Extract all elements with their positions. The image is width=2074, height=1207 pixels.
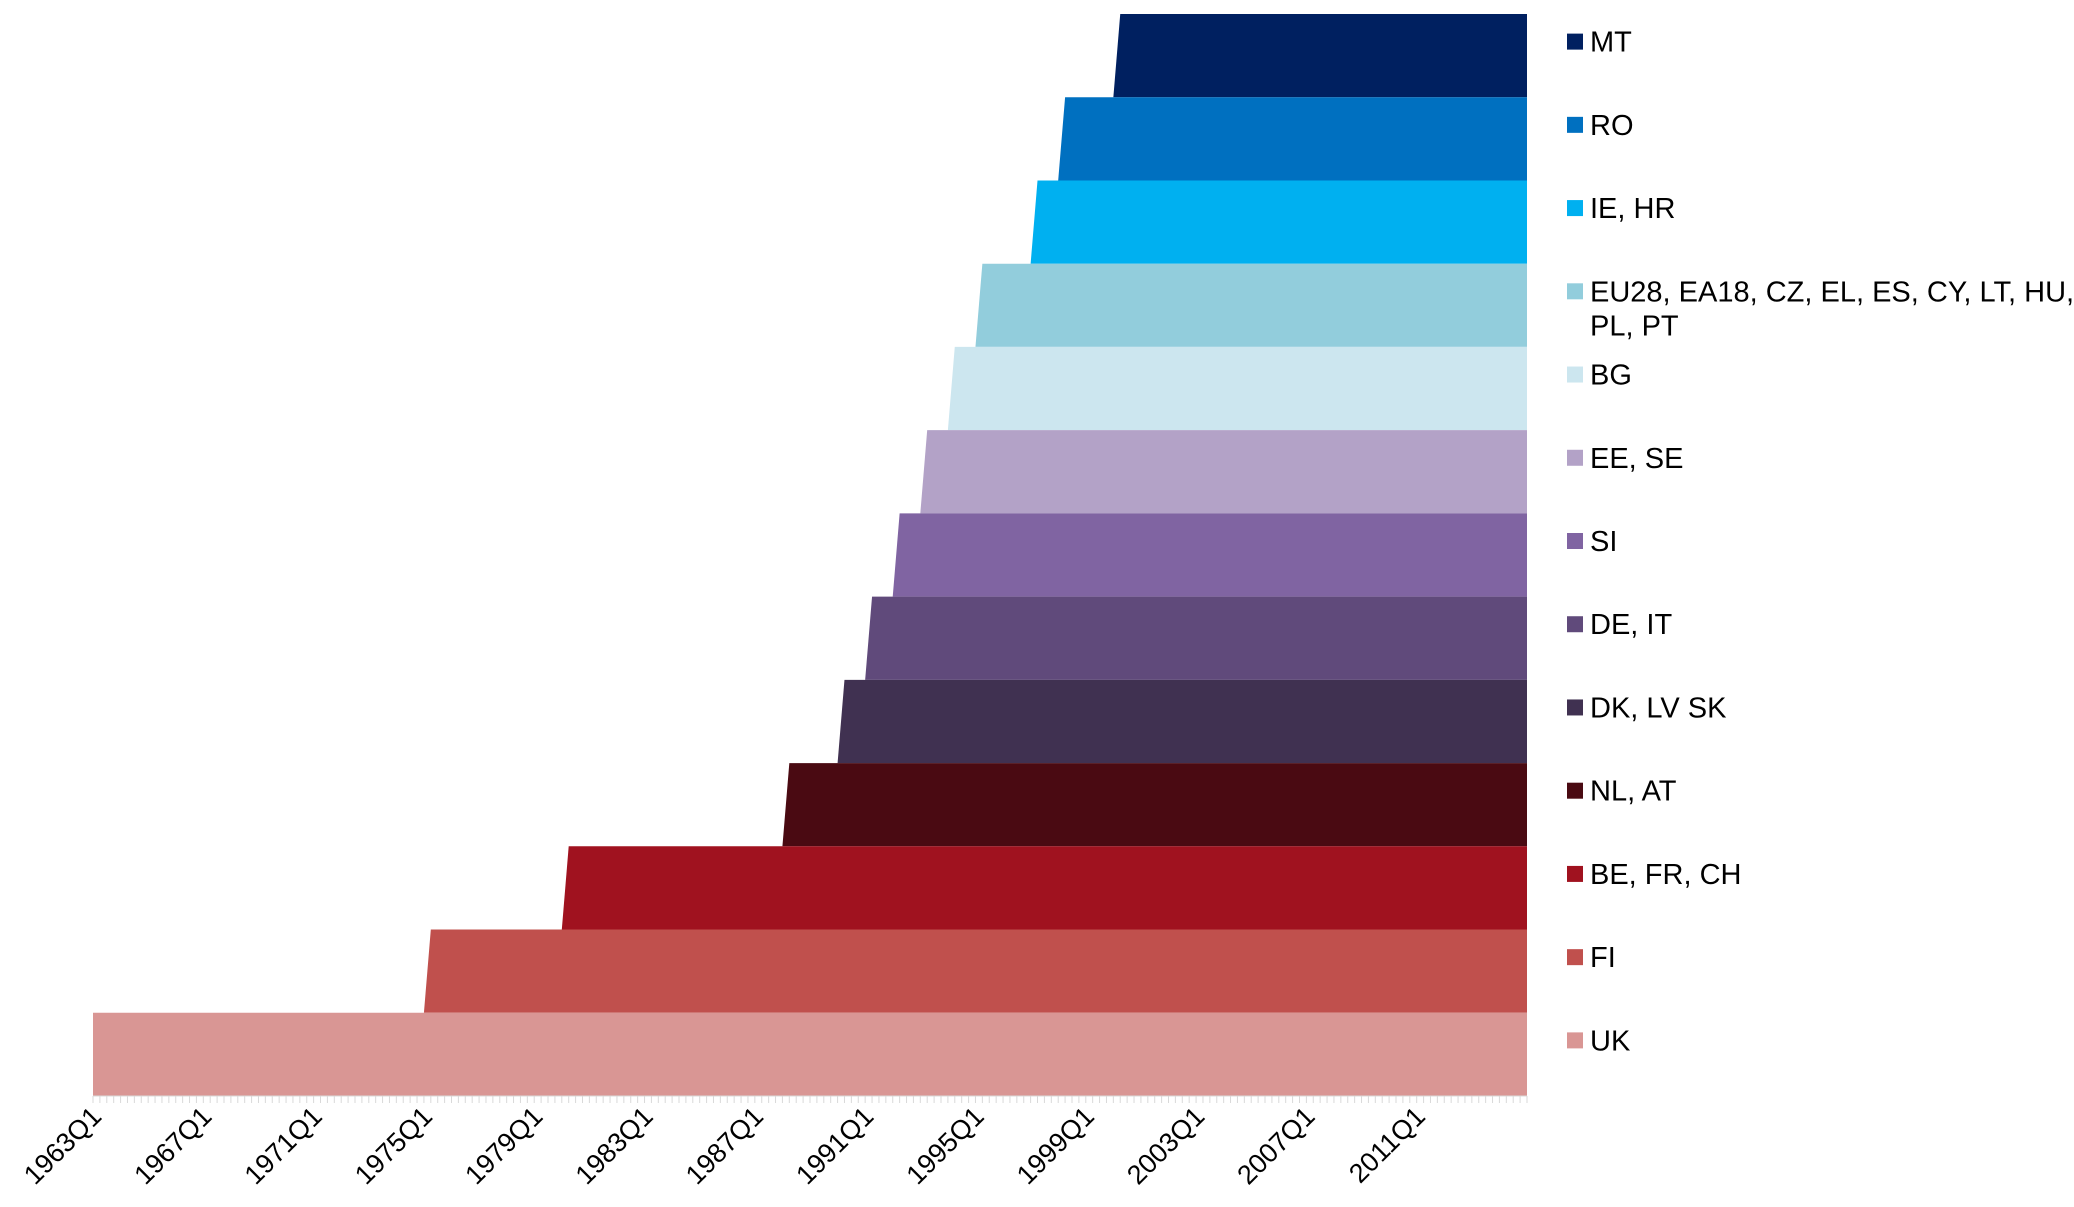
x-tick-label: 2011Q1 <box>1343 1101 1431 1189</box>
x-tick-label: 1999Q1 <box>1011 1101 1100 1190</box>
band-mt <box>1113 14 1527 98</box>
legend-swatch <box>1567 449 1583 466</box>
band-dk-lv-sk <box>837 679 1527 764</box>
x-tick-label: 1979Q1 <box>459 1101 548 1190</box>
legend-swatch <box>1567 33 1583 50</box>
x-tick-label: 1995Q1 <box>901 1101 990 1190</box>
band-ro <box>1058 97 1527 181</box>
legend-label: SI <box>1590 526 1617 558</box>
legend-label: UK <box>1590 1025 1631 1057</box>
legend-swatch <box>1567 116 1583 133</box>
legend-label: DE, IT <box>1590 609 1672 641</box>
band-uk <box>93 1012 1527 1096</box>
x-tick-label: 1967Q1 <box>128 1101 217 1190</box>
legend-swatch <box>1567 949 1583 966</box>
legend-swatch <box>1567 865 1583 882</box>
x-tick-label: 2003Q1 <box>1121 1101 1210 1190</box>
legend-label: RO <box>1590 110 1634 142</box>
legend-label: FI <box>1590 942 1616 974</box>
band-de-it <box>865 596 1527 680</box>
band-ee-se <box>920 430 1527 514</box>
legend-label: NL, AT <box>1590 776 1677 808</box>
legend-swatch <box>1567 616 1583 633</box>
legend-swatch <box>1567 699 1583 716</box>
legend-label: EU28, EA18, CZ, EL, ES, CY, LT, HU, PL, P… <box>1590 276 2074 342</box>
legend-label: EE, SE <box>1590 443 1684 475</box>
band-nl-at <box>782 763 1527 847</box>
legend-swatch <box>1567 533 1583 549</box>
band-fi <box>423 929 1527 1013</box>
x-tick-label: 1987Q1 <box>680 1101 769 1190</box>
legend-swatch <box>1567 366 1583 383</box>
legend-label: DK, LV SK <box>1590 692 1727 724</box>
legend-label: MT <box>1590 27 1632 59</box>
x-tick-label: 1963Q1 <box>18 1101 107 1190</box>
band-ie-hr <box>1030 180 1527 264</box>
band-be-fr-ch <box>561 846 1527 930</box>
legend: MT RO IE, HR EU28, EA18, CZ, EL, ES, CY, LT… <box>1567 27 2074 1057</box>
data-bands <box>93 14 1527 1096</box>
band-bg <box>947 346 1527 431</box>
legend-label: BE, FR, CH <box>1590 859 1741 891</box>
legend-swatch <box>1567 782 1583 799</box>
band-si <box>892 513 1527 597</box>
legend-swatch <box>1567 283 1583 300</box>
legend-swatch <box>1567 200 1583 217</box>
x-tick-label: 1983Q1 <box>570 1101 659 1190</box>
x-tick-label: 1971Q1 <box>239 1101 328 1190</box>
x-tick-label: 1975Q1 <box>349 1101 438 1190</box>
x-axis: 1963Q1 1967Q1 1971Q1 1975Q1 1979Q1 1983Q1 1987… <box>18 1095 1528 1190</box>
legend-swatch <box>1567 1032 1583 1049</box>
x-tick-label: 1991Q1 <box>790 1101 879 1190</box>
x-tick-label: 2007Q1 <box>1231 1101 1320 1190</box>
legend-label: BG <box>1590 360 1632 392</box>
band-eu28-ea18-cz-el-es-cy-lt-hu-pl-pt <box>975 263 1527 347</box>
legend-label: IE, HR <box>1590 193 1675 225</box>
